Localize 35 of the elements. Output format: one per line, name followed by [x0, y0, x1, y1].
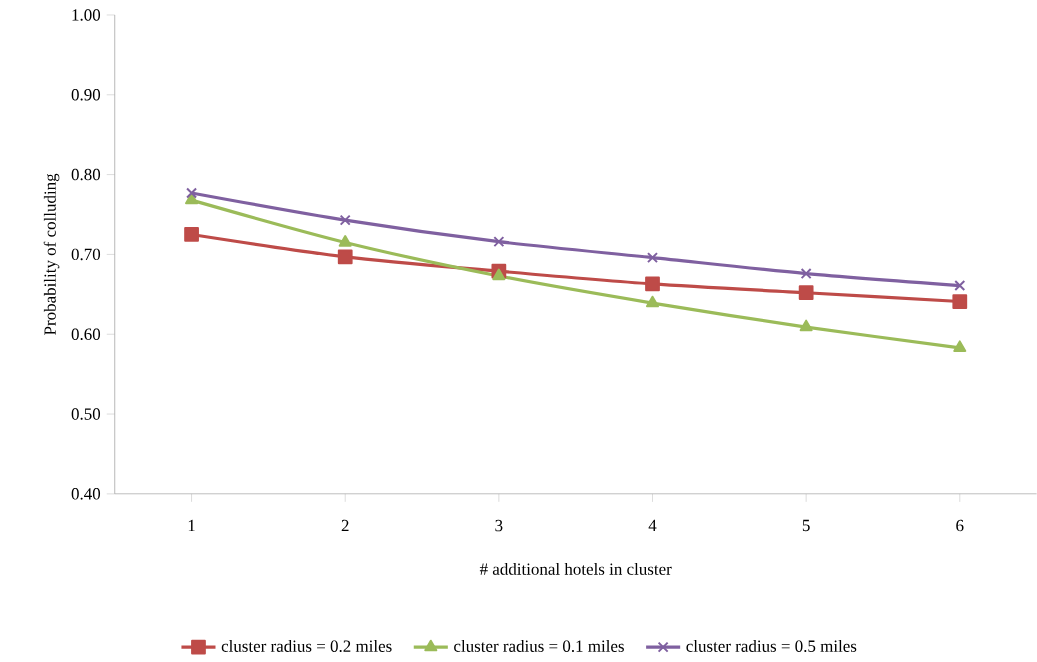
y-tick-label: 0.90 — [71, 88, 101, 101]
point — [493, 236, 505, 248]
y-tick-label: 0.60 — [71, 328, 101, 340]
y-tick-label: 0.80 — [71, 168, 101, 181]
point — [492, 268, 506, 281]
point — [337, 249, 353, 265]
point — [339, 214, 351, 226]
x-tick-label: 4 — [648, 519, 657, 531]
y-tick-label: 1.00 — [72, 9, 101, 21]
x-axis-title: # additional hotels in cluster — [479, 562, 672, 575]
legend-label: cluster radius = 0.5 miles — [686, 639, 857, 652]
point — [645, 295, 660, 308]
x-tick-label: 3 — [495, 519, 503, 532]
legend-label: cluster radius = 0.2 miles — [221, 639, 392, 652]
y-tick-label: 0.50 — [71, 408, 101, 420]
point — [185, 192, 199, 205]
point — [646, 251, 659, 263]
point — [184, 226, 199, 242]
point — [953, 340, 967, 352]
point — [954, 279, 966, 291]
y-tick-label: 0.40 — [71, 487, 101, 500]
point — [800, 267, 812, 279]
point — [186, 187, 198, 199]
point — [799, 319, 813, 332]
x-tick-label: 6 — [956, 519, 964, 532]
point — [645, 276, 660, 292]
y-tick-label: 0.70 — [71, 248, 101, 261]
x-tick-label: 5 — [802, 519, 810, 532]
x-tick-label: 1 — [188, 519, 195, 531]
y-axis-title: Probability of colluding — [43, 173, 60, 335]
point — [952, 294, 968, 309]
legend-label: cluster radius = 0.1 miles — [454, 639, 624, 652]
x-tick-label: 2 — [341, 519, 349, 531]
point — [338, 234, 352, 247]
point — [798, 285, 814, 300]
